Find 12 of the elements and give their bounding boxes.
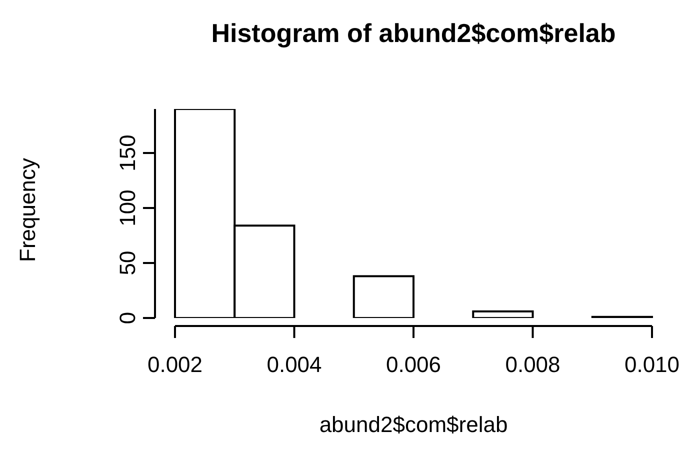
x-tick-label: 0.010 (624, 352, 680, 377)
x-axis-title: abund2$com$relab (318, 412, 509, 438)
chart-title: Histogram of abund2$com$relab (210, 18, 617, 49)
y-tick-label: 150 (115, 134, 140, 172)
y-axis-title: Frequency (15, 158, 41, 262)
x-tick-label: 0.004 (266, 352, 322, 377)
x-tick-label: 0.008 (505, 352, 560, 377)
x-tick-label: 0.006 (386, 352, 442, 377)
x-tick-label: 0.002 (147, 352, 203, 377)
y-tick-label: 50 (115, 250, 140, 276)
y-tick-label: 100 (115, 190, 140, 226)
y-tick-label: 0 (115, 312, 140, 324)
